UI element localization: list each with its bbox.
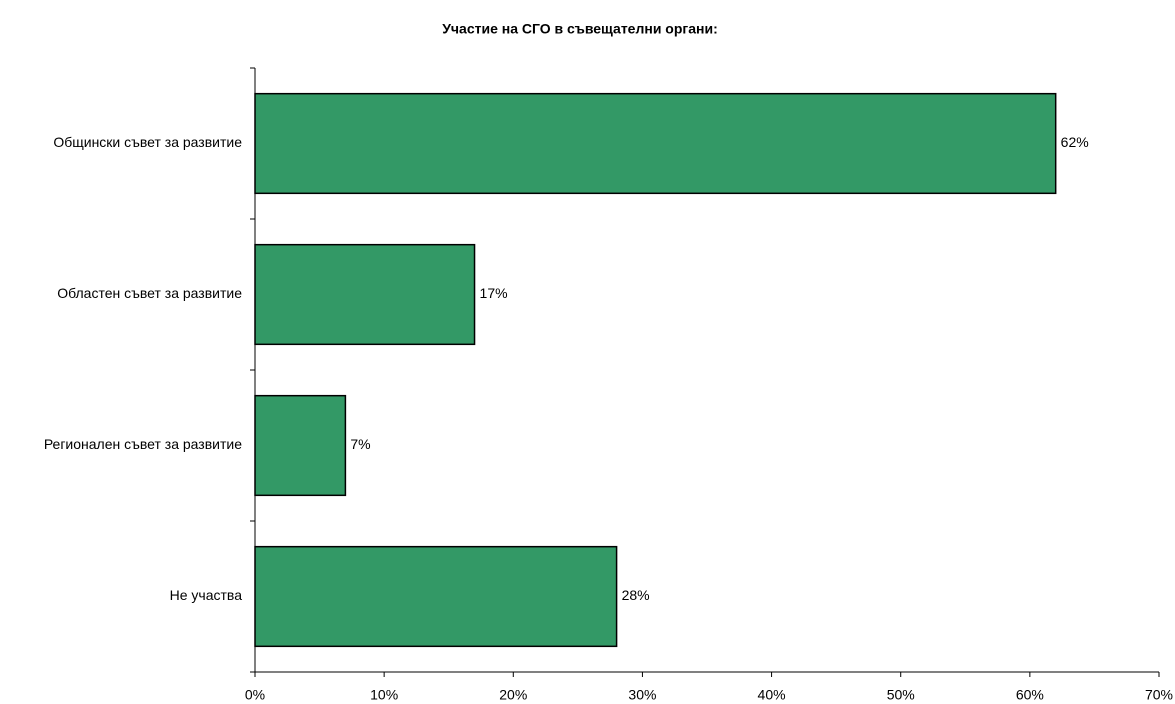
- y-tick-label: Областен съвет за развитие: [57, 285, 242, 301]
- x-tick-label: 10%: [370, 687, 398, 703]
- bar: [254, 243, 476, 346]
- y-tick-label: Общински съвет за развитие: [53, 134, 242, 150]
- value-label: 17%: [480, 285, 508, 301]
- bar: [254, 394, 347, 497]
- x-tick-label: 40%: [758, 687, 786, 703]
- x-tick-label: 30%: [628, 687, 656, 703]
- chart-title: Участие на СГО в съвещателни органи:: [442, 21, 718, 37]
- x-tick-label: 70%: [1145, 687, 1173, 703]
- value-label: 28%: [622, 587, 650, 603]
- value-label: 7%: [350, 436, 370, 452]
- x-tick-label: 60%: [1016, 687, 1044, 703]
- y-tick-label: Регионален съвет за развитие: [44, 436, 242, 452]
- value-label: 62%: [1061, 134, 1089, 150]
- y-tick-label: Не участва: [170, 587, 243, 603]
- x-tick-label: 20%: [499, 687, 527, 703]
- bar: [254, 92, 1057, 195]
- bar: [254, 545, 618, 648]
- x-tick-label: 50%: [887, 687, 915, 703]
- x-tick-label: 0%: [245, 687, 265, 703]
